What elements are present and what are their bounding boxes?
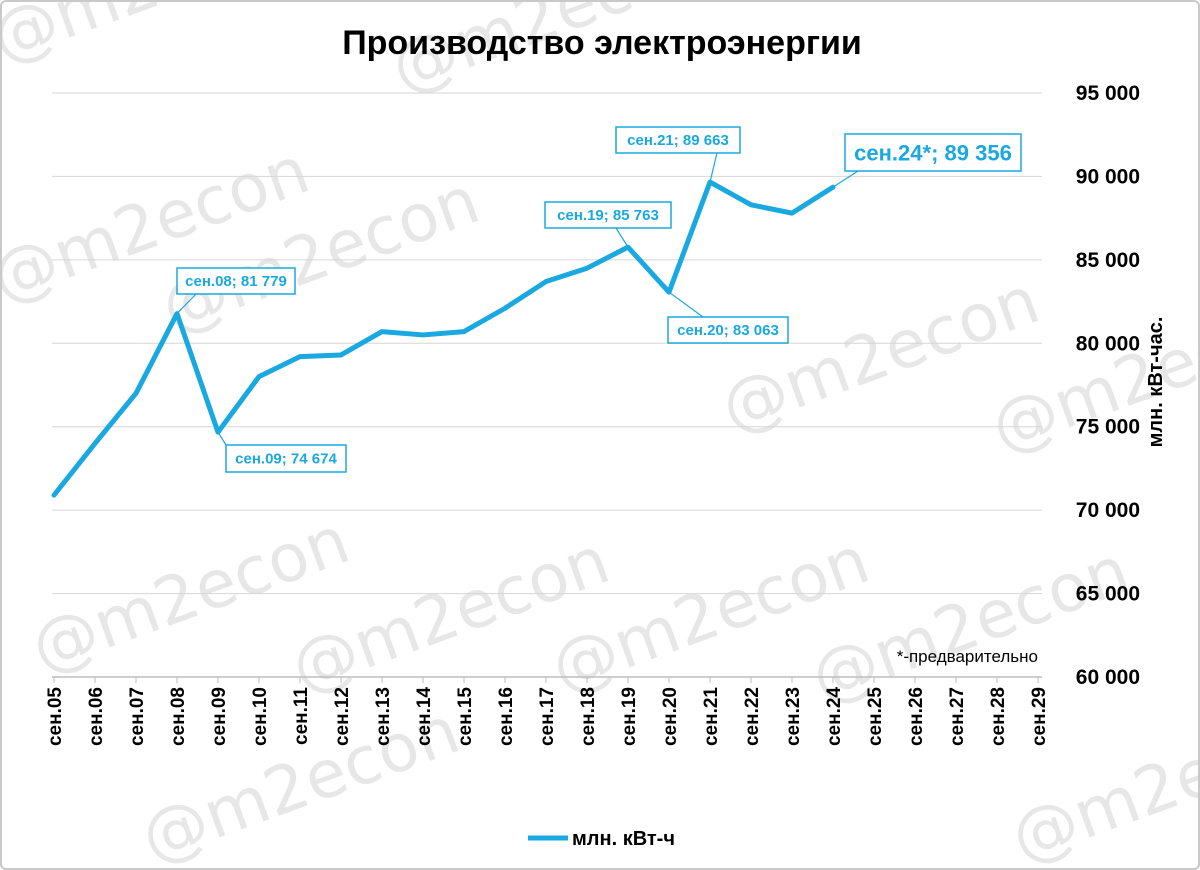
x-tick-label: сен.23 (783, 687, 804, 746)
x-tick-label: сен.17 (537, 687, 558, 746)
x-tick-label: сен.25 (865, 687, 886, 746)
annotation-label: сен.20; 83 063 (677, 322, 779, 339)
x-tick-label: сен.16 (496, 687, 517, 746)
annotations-layer: сен.08; 81 779 сен.09; 74 674 сен.19; 85 7… (176, 126, 1022, 473)
x-tick-label: сен.13 (373, 687, 394, 746)
annotation-leader (832, 170, 859, 188)
y-tick-label: 75 000 (1076, 416, 1140, 439)
annotation-box (225, 444, 347, 473)
legend-label: млн. кВт-ч (572, 828, 675, 850)
annotation-box (667, 316, 789, 344)
annotation-label: сен.19; 85 763 (557, 207, 659, 224)
x-tick-label: сен.05 (45, 687, 66, 746)
series-layer (51, 179, 836, 498)
y-tick-label: 85 000 (1076, 249, 1140, 272)
annotation-label: сен.08; 81 779 (185, 273, 287, 290)
y-tick-label: 70 000 (1076, 499, 1140, 522)
annotation-leader (176, 293, 197, 315)
x-tick-label: сен.15 (455, 687, 476, 746)
y-tick-label: 90 000 (1076, 165, 1140, 188)
x-tick-label: сен.24 (824, 687, 845, 746)
annotation-label: сен.09; 74 674 (235, 451, 337, 468)
x-tick-label: сен.06 (86, 687, 107, 746)
y-tick-label: 95 000 (1076, 82, 1140, 105)
annotation-box (615, 126, 741, 154)
x-tick-label: сен.29 (1029, 687, 1050, 746)
chart-title: Производство электроэнергии (342, 24, 862, 62)
x-tick-label: сен.21 (701, 687, 722, 746)
annotation-label: сен.21; 89 663 (627, 132, 729, 149)
x-tick-label: сен.07 (127, 687, 148, 746)
annotation-leader (217, 431, 227, 446)
y-axis-ticks: 60 000 65 000 70 000 75 000 80 000 85 000 90 0… (1076, 82, 1140, 689)
x-tick-label: сен.22 (742, 687, 763, 746)
annotation-box (544, 201, 672, 229)
x-tick-label: сен.20 (660, 687, 681, 746)
annotation-leader (668, 291, 704, 318)
y-tick-label: 80 000 (1076, 332, 1140, 355)
series-line (51, 179, 836, 498)
x-tick-label: сен.09 (209, 687, 230, 746)
x-tick-label: сен.14 (414, 687, 435, 746)
annotation-leader (615, 227, 629, 248)
annotation-box (844, 133, 1022, 172)
footnote: *-предварительно (897, 647, 1038, 666)
annotation-box (176, 267, 296, 295)
x-tick-label: сен.10 (250, 687, 271, 746)
x-tick-label: сен.11 (291, 687, 312, 745)
x-tick-label: сен.08 (168, 687, 189, 746)
x-tick-label: сен.19 (619, 687, 640, 746)
y-tick-label: 60 000 (1076, 666, 1140, 689)
annotation-label: сен.24*; 89 356 (854, 141, 1012, 166)
x-tick-label: сен.27 (947, 687, 968, 746)
y-axis-label: млн. кВт-час. (1145, 317, 1167, 448)
x-tick-label: сен.12 (332, 687, 353, 746)
x-tick-label: сен.26 (906, 687, 927, 746)
x-tick-label: сен.28 (988, 687, 1009, 746)
y-tick-label: 65 000 (1076, 583, 1140, 606)
x-tick-label: сен.18 (578, 687, 599, 746)
annotation-leader (709, 152, 718, 183)
legend: млн. кВт-ч (528, 828, 675, 850)
watermark-text: @m2econ (2, 2, 319, 77)
x-axis-ticks: сен.05 сен.06 сен.07 сен.08 сен.09 сен.10 сен.… (45, 677, 1050, 746)
